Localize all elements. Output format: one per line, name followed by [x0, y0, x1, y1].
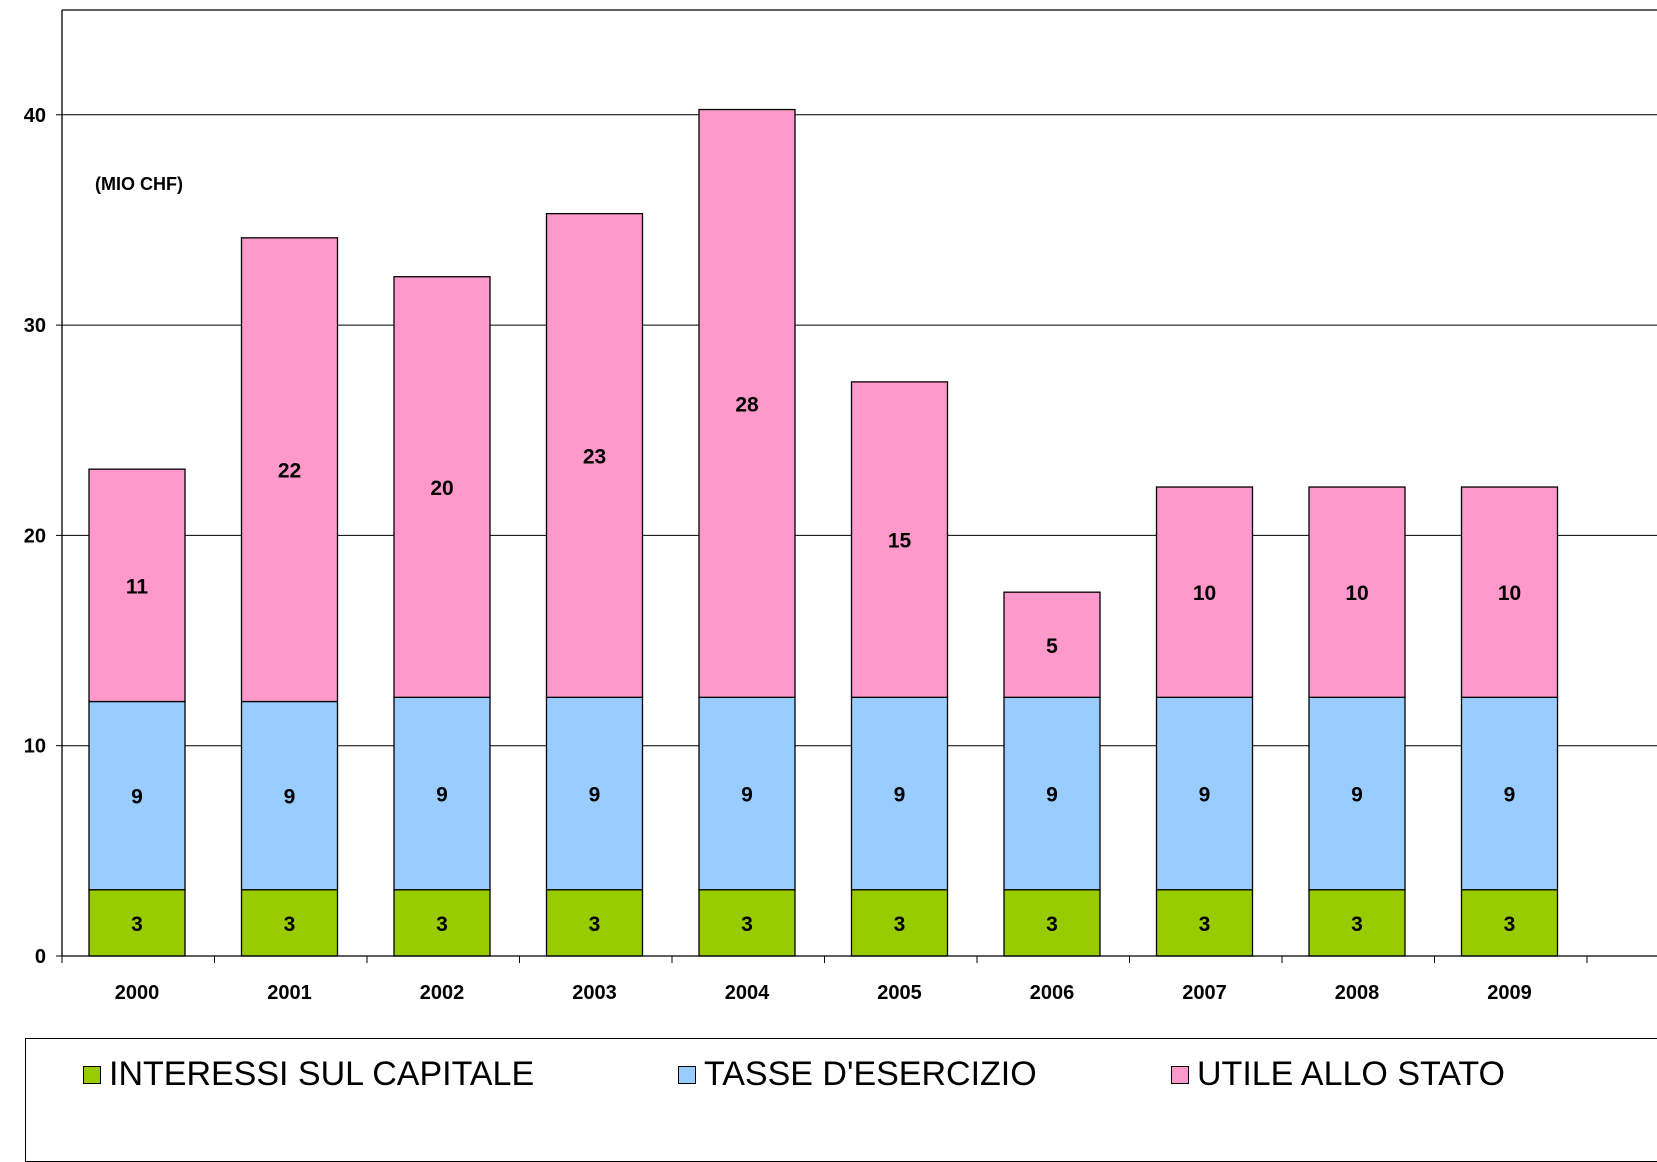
- bar-segment: [88, 468, 186, 703]
- y-tick-label: 20: [24, 525, 46, 547]
- y-tick-label: 40: [24, 105, 46, 127]
- x-tick-label: 2005: [877, 982, 922, 1004]
- legend-item-utile: UTILE ALLO STATO: [1171, 1055, 1505, 1094]
- data-label: 9: [1199, 784, 1211, 807]
- bar-segment: [850, 381, 949, 698]
- y-tick-label: 10: [24, 736, 46, 758]
- data-label: 10: [1498, 582, 1521, 605]
- data-label: 3: [436, 913, 448, 936]
- bar-segment: [850, 889, 949, 957]
- data-label: 9: [131, 786, 143, 809]
- bar-segment: [88, 889, 186, 957]
- x-tick-label: 2001: [267, 982, 312, 1004]
- bar-segment: [698, 696, 796, 891]
- bar-segment: [1003, 696, 1101, 891]
- legend-swatch-interessi: [83, 1065, 101, 1084]
- data-label: 3: [741, 913, 753, 936]
- legend-item-interessi: INTERESSI SUL CAPITALE: [83, 1055, 534, 1094]
- unit-label: (MIO CHF): [95, 174, 183, 194]
- data-label: 3: [1351, 913, 1363, 936]
- y-tick-label: 30: [24, 315, 46, 337]
- bar-segment: [1003, 591, 1101, 698]
- bar-segment: [545, 696, 644, 891]
- data-label: 11: [126, 575, 149, 598]
- bar-segment: [393, 696, 491, 891]
- data-label: 5: [1046, 635, 1058, 658]
- x-tick-label: 2002: [420, 982, 465, 1004]
- data-label: 22: [278, 460, 301, 483]
- bar-segment: [1308, 696, 1406, 891]
- data-label: 9: [1351, 784, 1363, 807]
- stacked-bar-chart: 391139223920392339283915395391039103910 …: [24, 9, 1657, 1004]
- legend-label-interessi: INTERESSI SUL CAPITALE: [109, 1055, 535, 1093]
- legend-swatch-tasse: [678, 1065, 696, 1084]
- x-tick-label: 2007: [1182, 982, 1227, 1004]
- bar-segment: [850, 696, 949, 891]
- data-label: 3: [131, 913, 143, 936]
- bar-segment: [1460, 486, 1559, 698]
- data-label: 9: [894, 784, 906, 807]
- x-tick-label: 2009: [1487, 982, 1532, 1004]
- data-label: 3: [1046, 913, 1058, 936]
- data-label: 9: [1504, 784, 1516, 807]
- x-tick-label: 2003: [572, 982, 617, 1004]
- bar-segment: [545, 212, 644, 698]
- bar-segment: [1003, 889, 1101, 957]
- data-label: 9: [741, 784, 753, 807]
- legend-label-tasse: TASSE D'ESERCIZIO: [704, 1055, 1037, 1093]
- bar-segment: [1460, 889, 1559, 957]
- data-label: 20: [430, 477, 453, 500]
- x-tick-label: 2008: [1335, 982, 1380, 1004]
- legend: INTERESSI SUL CAPITALE TASSE D'ESERCIZIO…: [25, 1038, 1657, 1162]
- data-label: 9: [1046, 784, 1058, 807]
- data-label: 9: [589, 784, 601, 807]
- data-label: 3: [894, 913, 906, 936]
- data-label: 10: [1345, 582, 1368, 605]
- bar-segment: [1308, 889, 1406, 957]
- bar-segment: [393, 276, 491, 698]
- bar-segment: [1155, 889, 1254, 957]
- data-label: 3: [284, 913, 296, 936]
- data-label: 9: [284, 786, 296, 809]
- legend-swatch-utile: [1171, 1065, 1189, 1084]
- y-tick-label: 0: [35, 946, 46, 968]
- data-label: 28: [735, 393, 759, 416]
- data-label: 3: [1199, 913, 1211, 936]
- data-label: 10: [1193, 582, 1216, 605]
- bar-segment: [1155, 486, 1254, 698]
- bar-segment: [698, 108, 796, 698]
- x-tick-label: 2004: [725, 982, 770, 1004]
- bar-segment: [240, 889, 339, 957]
- bars: 3 9 11 3 9 22 3 9 20 3 9 23 3 9 28 3 9 15 3 9 5 3 9 10 3 9 10 3 9 10: [88, 108, 1559, 957]
- data-label: 3: [589, 913, 601, 936]
- bar-segment: [240, 237, 339, 703]
- bar-segment: [88, 700, 186, 891]
- data-label: 3: [1504, 913, 1516, 936]
- legend-item-tasse: TASSE D'ESERCIZIO: [678, 1055, 1037, 1094]
- x-tick-label: 2006: [1030, 982, 1075, 1004]
- x-tick-label: 2000: [115, 982, 160, 1004]
- data-label: 15: [888, 530, 912, 553]
- axes: 0 10 20 30 40 2000 2001 2002 2003 2004 2005 2006 200…: [24, 9, 1657, 1004]
- bar-segment: [1308, 486, 1406, 698]
- bar-segment: [393, 889, 491, 957]
- legend-label-utile: UTILE ALLO STATO: [1197, 1055, 1505, 1093]
- data-label: 9: [436, 784, 448, 807]
- data-label: 23: [583, 445, 606, 468]
- bar-segment: [240, 700, 339, 891]
